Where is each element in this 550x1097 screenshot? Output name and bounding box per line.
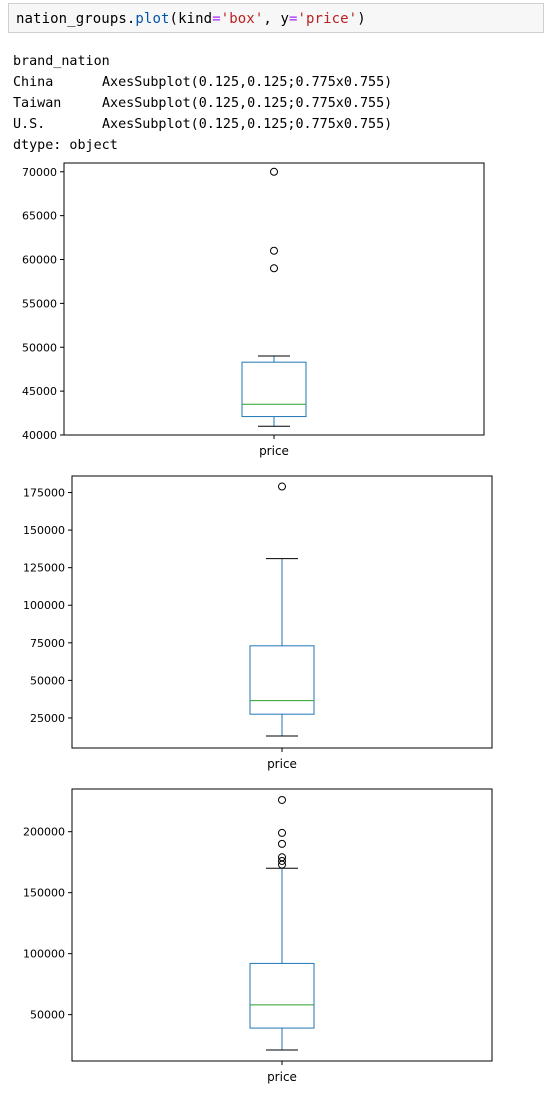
output-row: Taiwan AxesSubplot(0.125,0.125;0.775x0.75… [13, 93, 392, 114]
code-method: plot [135, 11, 170, 27]
outlier-point [278, 482, 286, 491]
iqr-box [249, 645, 315, 715]
iqr-box [249, 962, 315, 1029]
y-tick-label: 65000 [22, 210, 57, 223]
output-row-key: Taiwan [13, 96, 62, 111]
output-row-key: China [13, 75, 54, 90]
outlier-point [270, 264, 278, 273]
outlier-point [270, 246, 278, 255]
outlier-point [278, 853, 286, 862]
box-plot-taiwan: 25000 50000 75000 100000 125000 150000 175000 p… [23, 475, 493, 771]
code-param1-value: 'box' [220, 11, 264, 27]
y-tick-label: 50000 [30, 1009, 65, 1022]
output-dtype: dtype: object [13, 138, 118, 153]
cell-output-text: brand_nation China AxesSubplot(0.125,0.12… [13, 51, 392, 156]
outlier-point [278, 795, 286, 804]
y-tick-label: 150000 [23, 887, 65, 900]
y-tick-label: 200000 [23, 826, 65, 839]
y-tick-label: 45000 [22, 385, 57, 398]
y-tick-label: 55000 [22, 297, 57, 310]
x-tick-label: price [267, 1070, 297, 1084]
y-tick-label: 175000 [23, 487, 65, 500]
y-tick-label: 60000 [22, 254, 57, 267]
outlier-point [278, 856, 286, 865]
y-tick-label: 40000 [22, 429, 57, 442]
y-tick-label: 50000 [30, 674, 65, 687]
code-object: nation_groups [16, 11, 127, 27]
code-param2-name: y [280, 11, 289, 27]
y-tick-label: 75000 [30, 637, 65, 650]
code-param1-name: kind [178, 11, 213, 27]
x-tick-label: price [259, 444, 289, 458]
code-param2-value: 'price' [297, 11, 358, 27]
output-header: brand_nation [13, 54, 110, 69]
output-row-value: AxesSubplot(0.125,0.125;0.775x0.755) [102, 75, 393, 90]
output-row: U.S. AxesSubplot(0.125,0.125;0.775x0.755) [13, 114, 392, 135]
y-tick-label: 50000 [22, 341, 57, 354]
outlier-point [278, 839, 286, 848]
output-row-value: AxesSubplot(0.125,0.125;0.775x0.755) [102, 117, 393, 132]
code-line: nation_groups.plot(kind='box', y='price'… [16, 11, 366, 27]
y-tick-label: 25000 [30, 712, 65, 725]
x-tick-label: price [267, 757, 297, 771]
y-tick-label: 100000 [23, 948, 65, 961]
output-row-value: AxesSubplot(0.125,0.125;0.775x0.755) [102, 96, 393, 111]
y-tick-label: 100000 [23, 599, 65, 612]
y-tick-label: 150000 [23, 524, 65, 537]
box-plot-us: 50000 100000 150000 200000 price [23, 788, 493, 1084]
y-tick-label: 70000 [22, 166, 57, 179]
y-tick-label: 125000 [23, 562, 65, 575]
outlier-point [278, 828, 286, 837]
output-row-key: U.S. [13, 117, 46, 132]
box-plot-china: 40000 45000 50000 55000 60000 65000 70000 price [22, 162, 485, 458]
code-cell-input[interactable]: nation_groups.plot(kind='box', y='price'… [8, 3, 544, 33]
iqr-box [241, 361, 307, 418]
outlier-point [270, 167, 278, 176]
axes-frame [63, 162, 485, 436]
output-row: China AxesSubplot(0.125,0.125;0.775x0.755… [13, 72, 392, 93]
